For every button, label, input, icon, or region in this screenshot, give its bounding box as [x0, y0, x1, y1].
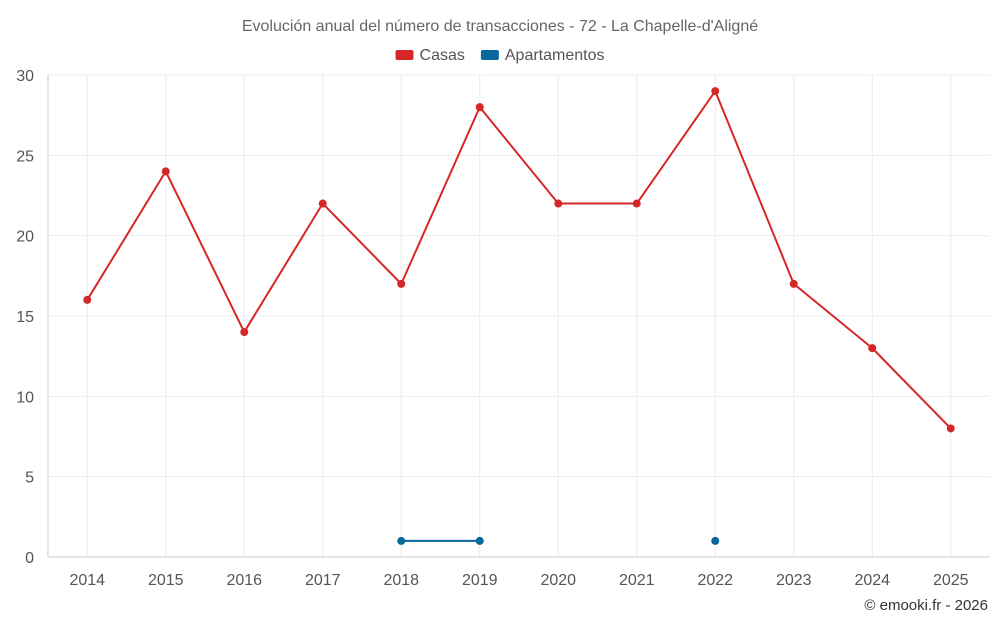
data-point[interactable] — [711, 536, 720, 545]
x-tick-label: 2014 — [69, 572, 105, 589]
legend-label: Casas — [420, 47, 465, 64]
x-tick-label: 2015 — [148, 572, 184, 589]
legend-item-casas[interactable]: Casas — [395, 47, 465, 64]
x-tick-label: 2018 — [383, 572, 419, 589]
y-tick-label: 20 — [16, 229, 34, 246]
y-tick-label: 15 — [16, 309, 34, 326]
x-tick-label: 2019 — [462, 572, 498, 589]
series — [83, 87, 955, 545]
series-apartamentos — [397, 536, 720, 545]
data-point[interactable] — [397, 536, 406, 545]
y-tick-label: 30 — [16, 68, 34, 85]
x-tick-label: 2023 — [776, 572, 812, 589]
y-tick-label: 10 — [16, 389, 34, 406]
data-point[interactable] — [318, 199, 327, 208]
legend-swatch — [480, 50, 499, 60]
data-point[interactable] — [475, 103, 484, 112]
y-tick-label: 5 — [25, 470, 34, 487]
chart-title: Evolución anual del número de transaccio… — [242, 18, 758, 35]
data-point[interactable] — [240, 328, 249, 337]
data-point[interactable] — [161, 167, 170, 176]
grid — [48, 74, 990, 557]
x-tick-label: 2017 — [305, 572, 341, 589]
legend-item-apartamentos[interactable]: Apartamentos — [480, 47, 605, 64]
legend-swatch — [395, 50, 414, 60]
data-point[interactable] — [868, 344, 877, 353]
data-point[interactable] — [554, 199, 563, 208]
legend: Casas Apartamentos — [395, 47, 605, 64]
credit-text: © emooki.fr - 2026 — [864, 597, 988, 614]
x-tick-label: 2016 — [226, 572, 262, 589]
data-point[interactable] — [711, 87, 720, 96]
x-tick-label: 2022 — [697, 572, 733, 589]
data-point[interactable] — [397, 279, 406, 288]
x-tick-label: 2025 — [933, 572, 969, 589]
x-tick-label: 2024 — [854, 572, 890, 589]
y-tick-label: 25 — [16, 148, 34, 165]
legend-label: Apartamentos — [505, 47, 605, 64]
data-point[interactable] — [475, 536, 484, 545]
data-point[interactable] — [83, 295, 92, 304]
data-point[interactable] — [632, 199, 641, 208]
series-line — [86, 90, 952, 430]
series-casas — [83, 87, 955, 433]
data-point[interactable] — [946, 424, 955, 433]
x-tick-label: 2020 — [540, 572, 576, 589]
data-point[interactable] — [789, 279, 798, 288]
y-tick-label: 0 — [25, 550, 34, 567]
x-tick-label: 2021 — [619, 572, 655, 589]
